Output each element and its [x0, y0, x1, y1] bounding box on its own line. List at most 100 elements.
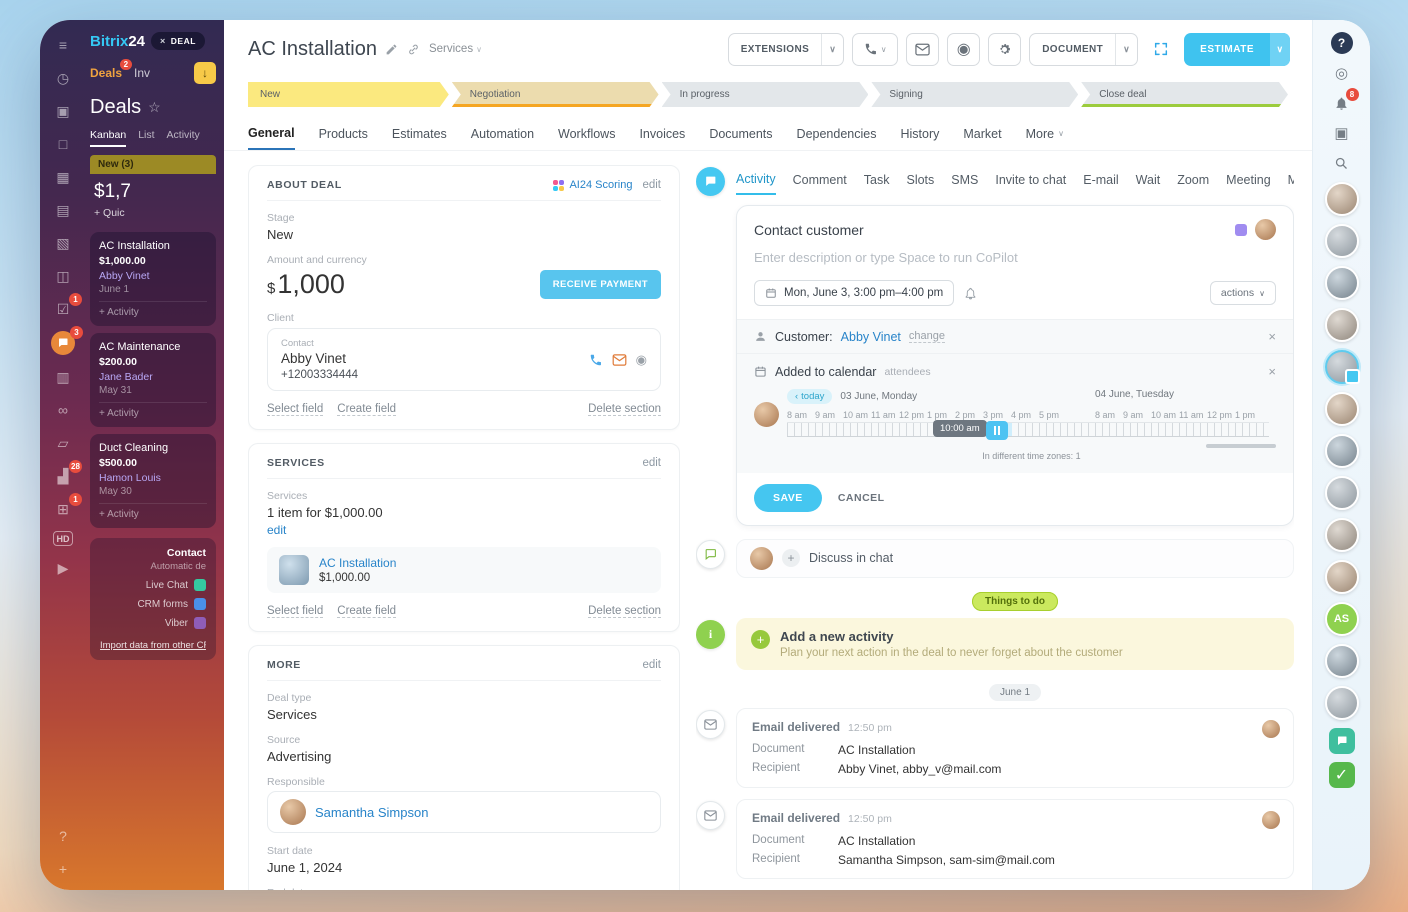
avatar-initials[interactable]: AS	[1324, 602, 1359, 636]
menu-icon[interactable]: ≡	[58, 37, 68, 53]
email-log-card[interactable]: Email delivered 12:50 pm Document AC Ins…	[736, 707, 1294, 788]
customer-name-link[interactable]: Abby Vinet	[840, 329, 901, 344]
remove-customer-icon[interactable]: ×	[1268, 329, 1276, 344]
email-log-card[interactable]: Email delivered 12:50 pm Document AC Ins…	[736, 798, 1294, 879]
tasks-icon[interactable]: ☑ 1	[52, 293, 82, 320]
edit-title-icon[interactable]	[385, 42, 399, 56]
market-icon[interactable]: ⊞ 1	[52, 493, 82, 520]
responsible-name[interactable]: Samantha Simpson	[315, 804, 429, 820]
help-icon[interactable]: ?	[59, 828, 67, 844]
edit-section-link[interactable]: edit	[642, 179, 661, 191]
tab-estimates[interactable]: Estimates	[391, 126, 447, 141]
import-data-link[interactable]: Import data from other CR	[100, 640, 206, 651]
nav-invoices[interactable]: Inv	[134, 66, 151, 80]
add-activity-link[interactable]: + Activity	[99, 402, 207, 419]
color-tag[interactable]	[1235, 223, 1247, 236]
tasks-app-icon[interactable]: ✓	[1328, 762, 1355, 788]
deal-card-person[interactable]: Abby Vinet	[99, 270, 150, 282]
view-tab-list[interactable]: List	[138, 129, 155, 141]
ai-scoring-link[interactable]: AI24 Scoring	[553, 179, 632, 191]
tl-tab-slots[interactable]: Slots	[906, 173, 935, 187]
tl-tab-comment[interactable]: Comment	[792, 173, 847, 187]
avatar-active-chat[interactable]	[1324, 350, 1360, 384]
email-contact-icon[interactable]	[612, 353, 627, 366]
tab-more[interactable]: More ∨	[1026, 117, 1064, 150]
kanban-column-header[interactable]: New (3)	[90, 155, 216, 174]
client-contact-box[interactable]: Contact Abby Vinet +12003334444 ◉	[267, 328, 661, 391]
deal-card[interactable]: AC Maintenance $200.00 Jane Bader May 31…	[90, 333, 216, 427]
tab-automation[interactable]: Automation	[470, 126, 535, 141]
stage-signing[interactable]: Signing	[871, 82, 1078, 107]
time-ruler[interactable]: 10:00 am	[787, 420, 1269, 440]
copy-link-icon[interactable]	[407, 42, 421, 56]
tab-history[interactable]: History	[900, 126, 940, 141]
slot-drag-handle[interactable]	[986, 421, 1008, 440]
deal-card[interactable]: AC Installation $1,000.00 Abby Vinet Jun…	[90, 232, 216, 326]
tab-products[interactable]: Products	[318, 126, 368, 141]
things-to-do-pill[interactable]: Things to do	[972, 591, 1058, 611]
select-field-link[interactable]: Select field	[267, 605, 324, 618]
quick-deal-button[interactable]: + Quic	[94, 207, 125, 219]
nav-deals[interactable]: Deals 2	[90, 59, 133, 80]
deal-slider-chip[interactable]: × DEAL	[151, 32, 205, 50]
delete-section-link[interactable]: Delete section	[588, 605, 661, 618]
tl-tab-meeting[interactable]: Meeting	[1226, 173, 1271, 187]
copilot-icon[interactable]: ▣	[1334, 125, 1349, 142]
avatar[interactable]	[1324, 392, 1359, 426]
actions-dropdown[interactable]: actions ∨	[1209, 281, 1276, 305]
stage-negotiation[interactable]: Negotiation	[452, 82, 659, 107]
add-participant-icon[interactable]: +	[782, 549, 800, 568]
remove-calendar-icon[interactable]: ×	[1268, 364, 1276, 379]
tl-tab-more[interactable]: More∨	[1287, 173, 1294, 187]
video-icon[interactable]: ▶	[57, 559, 69, 576]
close-icon[interactable]: ×	[160, 36, 166, 46]
delete-section-link[interactable]: Delete section	[588, 403, 661, 416]
tab-invoices[interactable]: Invoices	[639, 126, 686, 141]
feed-icon[interactable]: ▥	[56, 368, 70, 385]
import-icon[interactable]: ↓	[194, 62, 216, 84]
tl-tab-sms[interactable]: SMS	[951, 173, 979, 187]
create-field-link[interactable]: Create field	[337, 403, 397, 416]
attendees-link[interactable]: attendees	[884, 365, 931, 378]
avatar[interactable]	[1324, 518, 1359, 552]
settings-button[interactable]	[988, 32, 1022, 66]
support-icon[interactable]: ◎	[1334, 65, 1349, 82]
stage-new[interactable]: New	[248, 82, 449, 107]
estimate-button[interactable]: ESTIMATE ∨	[1184, 32, 1290, 66]
reminder-bell-icon[interactable]	[964, 287, 977, 300]
responsible-box[interactable]: Samantha Simpson	[267, 791, 661, 833]
cancel-button[interactable]: CANCEL	[837, 491, 885, 504]
sites-icon[interactable]: ▣	[56, 102, 70, 119]
email-button[interactable]	[906, 32, 940, 66]
scheduler-scrollbar[interactable]	[1206, 444, 1276, 448]
document-button[interactable]: DOCUMENT ∨	[1029, 32, 1139, 66]
receive-payment-button[interactable]: RECEIVE PAYMENT	[539, 270, 661, 299]
change-customer-link[interactable]: change	[908, 330, 945, 343]
add-activity-link[interactable]: + Activity	[99, 301, 207, 318]
edit-section-link[interactable]: edit	[642, 659, 661, 671]
tl-tab-email[interactable]: E-mail	[1083, 173, 1119, 187]
time-tracking-icon[interactable]: ◷	[56, 69, 70, 86]
tab-dependencies[interactable]: Dependencies	[796, 126, 877, 141]
composer-title[interactable]: Contact customer	[754, 221, 864, 238]
tl-tab-zoom[interactable]: Zoom	[1177, 173, 1210, 187]
select-field-link[interactable]: Select field	[267, 403, 324, 416]
favorite-star-icon[interactable]: ☆	[148, 99, 161, 115]
chat-app-icon[interactable]	[1328, 728, 1355, 754]
datetime-chip[interactable]: Mon, June 3, 3:00 pm–4:00 pm	[754, 280, 955, 306]
contacts-icon[interactable]: ◫	[56, 267, 70, 284]
avatar[interactable]	[1324, 476, 1359, 510]
call-contact-icon[interactable]	[589, 353, 603, 367]
shop-icon[interactable]: ▱	[57, 434, 69, 451]
product-name[interactable]: AC Installation	[319, 556, 397, 570]
tl-tab-activity[interactable]: Activity	[736, 165, 776, 195]
avatar[interactable]	[1324, 644, 1359, 678]
extensions-button[interactable]: EXTENSIONS ∨	[727, 32, 845, 66]
contact-name[interactable]: Abby Vinet	[281, 351, 347, 366]
tab-workflows[interactable]: Workflows	[558, 126, 616, 141]
tl-tab-task[interactable]: Task	[863, 173, 890, 187]
automation-icon[interactable]: ∞	[58, 402, 68, 418]
avatar[interactable]	[1324, 308, 1359, 342]
avatar[interactable]	[1255, 219, 1276, 240]
calendar-icon[interactable]: ▦	[56, 168, 70, 185]
